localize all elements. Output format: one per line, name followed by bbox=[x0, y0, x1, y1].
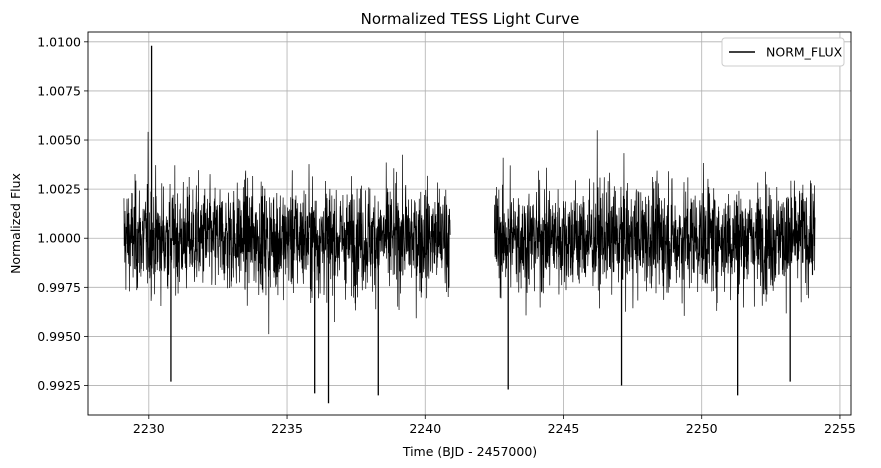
y-tick-label: 0.9975 bbox=[37, 280, 81, 295]
y-axis-label: Normalized Flux bbox=[8, 173, 23, 274]
y-tick-label: 1.0100 bbox=[37, 34, 81, 49]
y-tick-label: 1.0075 bbox=[37, 83, 81, 98]
x-axis-label: Time (BJD - 2457000) bbox=[402, 444, 537, 459]
flux-line-segment bbox=[123, 131, 451, 335]
y-axis: 0.9925 0.9950 0.9975 1.0000 1.0025 1.0050 1.00… bbox=[37, 34, 88, 393]
y-tick-label: 1.0025 bbox=[37, 182, 81, 197]
x-tick-label: 2255 bbox=[824, 421, 856, 436]
y-tick-label: 1.0050 bbox=[37, 133, 81, 148]
legend-label: NORM_FLUX bbox=[766, 45, 843, 60]
legend-box bbox=[721, 37, 845, 67]
plot-frame bbox=[87, 31, 852, 416]
legend: NORM_FLUX bbox=[721, 37, 845, 67]
y-tick-label: 0.9950 bbox=[37, 329, 81, 344]
x-tick-label: 2240 bbox=[409, 421, 441, 436]
flux-line-segment bbox=[494, 130, 816, 316]
y-tick-label: 0.9925 bbox=[37, 378, 81, 393]
series-norm-flux bbox=[123, 45, 816, 404]
x-tick-label: 2245 bbox=[548, 421, 580, 436]
x-tick-label: 2250 bbox=[686, 421, 718, 436]
x-axis: 2230 2235 2240 2245 2250 2255 bbox=[133, 415, 856, 436]
x-tick-label: 2235 bbox=[271, 421, 303, 436]
chart-title: Normalized TESS Light Curve bbox=[361, 10, 580, 28]
y-tick-label: 1.0000 bbox=[37, 231, 81, 246]
x-tick-label: 2230 bbox=[133, 421, 165, 436]
